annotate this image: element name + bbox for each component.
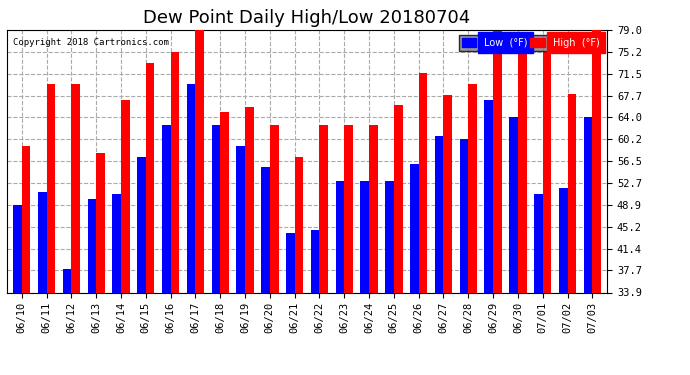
Bar [88, 199, 96, 375]
Bar [344, 126, 353, 375]
Bar [360, 181, 369, 375]
Bar [63, 269, 71, 375]
Bar [137, 157, 146, 375]
Bar [567, 94, 576, 375]
Bar [493, 31, 502, 375]
Bar [195, 30, 204, 375]
Bar [559, 188, 567, 375]
Bar [534, 194, 543, 375]
Bar [369, 126, 377, 375]
Bar [435, 136, 444, 375]
Bar [310, 230, 319, 375]
Bar [410, 165, 419, 375]
Bar [394, 105, 402, 375]
Bar [121, 100, 130, 375]
Bar [212, 126, 220, 375]
Bar [237, 146, 245, 375]
Bar [592, 30, 601, 375]
Bar [162, 126, 170, 375]
Bar [335, 181, 344, 375]
Bar [220, 112, 229, 375]
Bar [96, 153, 105, 375]
Bar [112, 194, 121, 375]
Bar [261, 167, 270, 375]
Bar [509, 117, 518, 375]
Bar [146, 63, 155, 375]
Bar [295, 157, 304, 375]
Bar [286, 233, 295, 375]
Bar [484, 100, 493, 375]
Bar [170, 52, 179, 375]
Legend: Low  (°F), High  (°F): Low (°F), High (°F) [459, 35, 602, 51]
Bar [38, 192, 47, 375]
Bar [543, 52, 551, 375]
Bar [245, 107, 254, 375]
Bar [71, 84, 80, 375]
Bar [270, 126, 279, 375]
Bar [460, 140, 469, 375]
Bar [469, 84, 477, 375]
Bar [13, 205, 22, 375]
Bar [187, 84, 195, 375]
Bar [444, 95, 452, 375]
Title: Dew Point Daily High/Low 20180704: Dew Point Daily High/Low 20180704 [144, 9, 471, 27]
Bar [47, 84, 55, 375]
Bar [22, 146, 30, 375]
Bar [584, 117, 592, 375]
Bar [385, 181, 394, 375]
Bar [518, 42, 526, 375]
Bar [319, 126, 328, 375]
Text: Copyright 2018 Cartronics.com: Copyright 2018 Cartronics.com [13, 38, 169, 47]
Bar [419, 73, 427, 375]
